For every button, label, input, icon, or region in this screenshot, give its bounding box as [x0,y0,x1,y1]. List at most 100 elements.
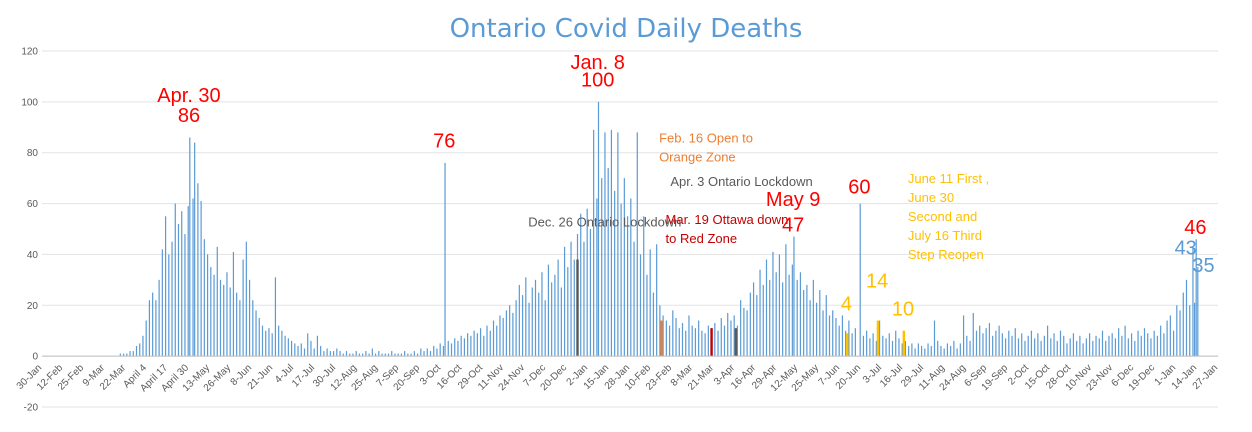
bar [1076,340,1078,357]
bar [439,343,441,357]
bar [444,162,446,357]
bar [937,340,939,357]
bar [323,351,325,357]
bar [704,333,706,357]
bar [219,279,222,357]
note-dec26: Dec. 26 Ontario Lockdown [528,214,681,229]
bar [752,282,755,357]
bar [407,353,409,357]
bar [982,333,984,357]
annotation-apr30-date: Apr. 30 [157,85,220,107]
bar [698,320,700,357]
bar [604,132,606,357]
bar [601,178,603,357]
bar [1072,333,1075,357]
annotation-y2-14: 14 [866,270,888,292]
bar [815,302,818,357]
bar [1195,239,1197,357]
bar [1037,333,1039,357]
bar [404,351,406,357]
bar [646,274,648,357]
bar [567,267,569,357]
bar [271,333,273,357]
bar [252,300,254,357]
bar [1101,330,1104,357]
bar [1017,338,1020,357]
annotation-y2-10: 10 [892,298,914,320]
bar [665,320,667,357]
bar [1197,267,1199,357]
annotation-may9-val: 47 [782,215,804,237]
bar [845,330,847,357]
bar [1189,305,1191,357]
bar [1160,325,1162,357]
bar [596,198,598,357]
bar [1169,315,1171,357]
bar [413,351,415,357]
bar [788,274,790,357]
bar [995,330,997,357]
bar [177,223,180,357]
bar [479,328,482,357]
bar [1024,340,1026,357]
bar [946,343,949,357]
bar [171,241,173,357]
bar [544,300,546,357]
bar [720,318,722,357]
bar [248,279,251,357]
chart-title: Ontario Covid Daily Deaths [450,14,803,44]
note-mar19: Mar. 19 Ottawa down [666,212,789,227]
bar [1040,340,1042,357]
bar [966,335,968,357]
bar [518,284,520,357]
bar [316,335,319,357]
bar [313,348,315,357]
bar [756,295,758,357]
note-jun11: Second and [908,209,977,224]
note-jun11: June 11 First , [908,171,989,186]
bar [956,348,958,357]
bar [473,330,475,357]
bar [580,213,582,357]
bar [489,330,491,357]
bar [463,338,466,357]
event-notes: Dec. 26 Ontario Lockdown Feb. 16 Open to O… [528,131,989,263]
bar [908,345,910,357]
bar [158,279,160,357]
bar [429,351,432,357]
bar [278,325,280,357]
bar [342,353,344,357]
y-tick-label: 20 [27,301,39,312]
bar [502,318,504,357]
bar [1176,305,1178,357]
bar [394,353,396,357]
bar [307,333,309,357]
note-jun11: July 16 Third [908,228,982,243]
bar [242,259,244,357]
bar [998,325,1000,357]
bar [762,284,764,357]
bar [835,318,837,357]
bar [320,345,322,357]
bar [223,284,225,357]
bar [476,333,478,357]
bar [387,353,390,357]
bar [287,338,289,357]
bar [1182,292,1184,357]
note-apr3: Apr. 3 Ontario Lockdown [670,174,812,189]
bar [326,348,328,357]
bar [1053,333,1055,357]
bar [1069,338,1071,357]
bar [352,353,354,357]
bar [1172,330,1175,357]
bar [236,292,238,357]
bar [216,246,218,357]
bar [255,310,257,357]
annotation-jan11-val: 43 [1175,237,1197,259]
y-axis-tick-labels: -20 0 20 40 60 80 100 120 [21,47,38,414]
highlight-bar [876,320,880,357]
bar [617,132,619,357]
bar [819,290,821,357]
bar [656,244,658,357]
